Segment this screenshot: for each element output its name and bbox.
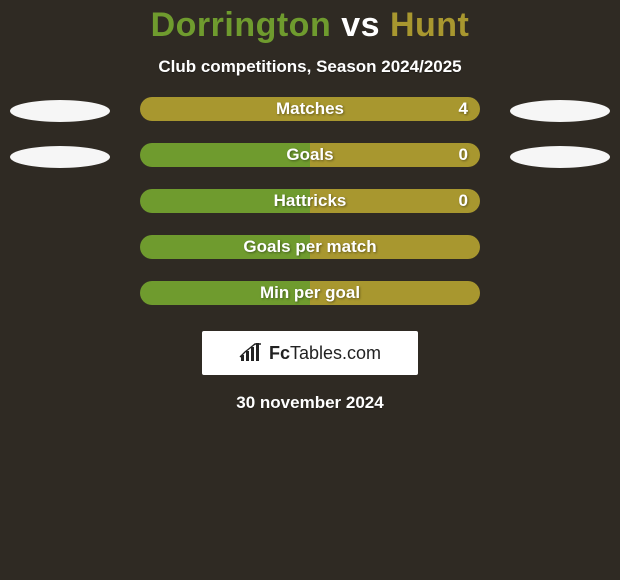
player1-marker (10, 100, 110, 122)
bar-left-fill (140, 235, 310, 259)
bar-right-fill (310, 189, 480, 213)
player1-name: Dorrington (151, 6, 332, 44)
player2-name: Hunt (390, 6, 469, 44)
stat-row: Goals0 (0, 143, 620, 167)
stat-bar (140, 97, 480, 121)
comparison-widget: Dorrington vs Hunt Club competitions, Se… (0, 0, 620, 580)
player2-marker (510, 146, 610, 168)
bar-left-fill (140, 281, 310, 305)
subtitle: Club competitions, Season 2024/2025 (0, 57, 620, 77)
player1-marker (10, 146, 110, 168)
bar-right-fill (140, 97, 480, 121)
stat-row: Goals per match (0, 235, 620, 259)
bar-left-fill (140, 143, 310, 167)
bar-right-fill (310, 143, 480, 167)
stat-bar (140, 143, 480, 167)
stat-bar (140, 281, 480, 305)
snapshot-date: 30 november 2024 (0, 393, 620, 413)
stat-row: Min per goal (0, 281, 620, 305)
vs-label: vs (341, 6, 380, 44)
logo-text: FcTables.com (269, 343, 381, 364)
stat-bar (140, 235, 480, 259)
bar-left-fill (140, 189, 310, 213)
stat-value-right: 0 (459, 143, 468, 167)
logo-text-right: Tables.com (290, 343, 381, 363)
bar-right-fill (310, 235, 480, 259)
stat-bar (140, 189, 480, 213)
fctables-logo[interactable]: FcTables.com (202, 331, 418, 375)
stat-value-right: 0 (459, 189, 468, 213)
bar-right-fill (310, 281, 480, 305)
stat-row: Matches4 (0, 97, 620, 121)
chart-icon (239, 343, 263, 363)
logo-text-left: Fc (269, 343, 290, 363)
page-title: Dorrington vs Hunt (0, 0, 620, 51)
player2-marker (510, 100, 610, 122)
stat-rows: Matches4 Goals0 Hattricks0 Goals per match M… (0, 97, 620, 305)
stat-row: Hattricks0 (0, 189, 620, 213)
stat-value-right: 4 (459, 97, 468, 121)
